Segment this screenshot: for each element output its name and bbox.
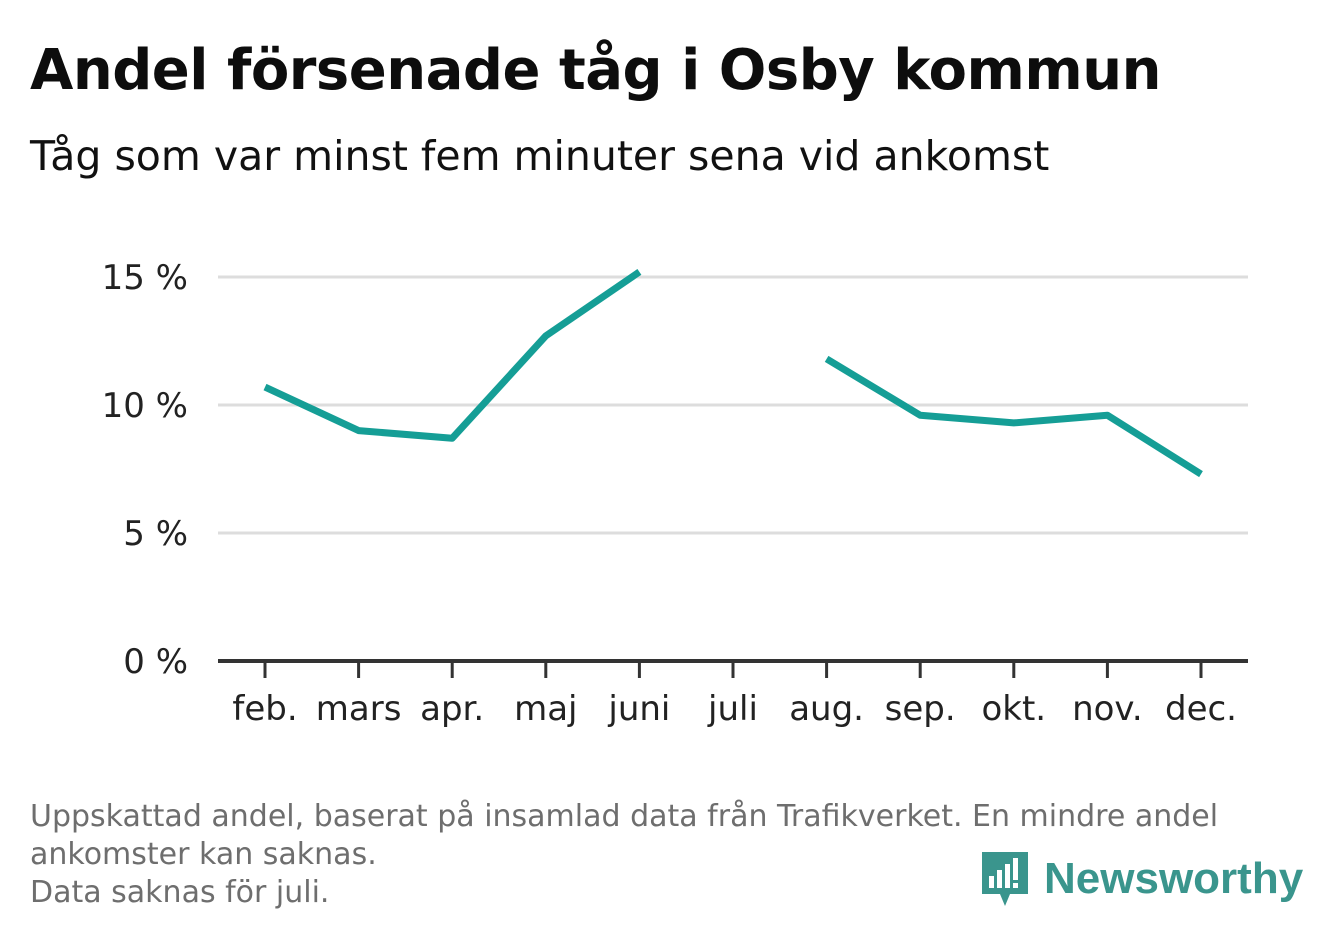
footer-note: Uppskattad andel, baserat på insamlad da… bbox=[30, 798, 1280, 912]
line-chart: 0 % 5 % 10 % 15 % feb. mars apr. maj juni juli au… bbox=[102, 258, 1248, 729]
x-axis bbox=[218, 659, 1248, 678]
x-tick-label: okt. bbox=[981, 689, 1046, 729]
x-tick-label: maj bbox=[514, 689, 577, 729]
series-line-segment bbox=[824, 355, 1203, 478]
y-tick-label: 15 % bbox=[102, 258, 188, 298]
chart-subtitle: Tåg som var minst fem minuter sena vid a… bbox=[30, 132, 1050, 180]
x-tick-label: aug. bbox=[789, 689, 864, 729]
x-axis-tick-labels: feb. mars apr. maj juni juli aug. sep. okt. nov. d… bbox=[232, 689, 1237, 729]
y-tick-label: 0 % bbox=[123, 642, 188, 682]
x-tick-label: sep. bbox=[885, 689, 956, 729]
x-tick-label: nov. bbox=[1072, 689, 1143, 729]
footer-line-3: Data saknas för juli. bbox=[30, 875, 330, 910]
x-tick-label: feb. bbox=[232, 689, 297, 729]
y-tick-label: 5 % bbox=[123, 514, 188, 554]
footer-line-2: ankomster kan saknas. bbox=[30, 837, 377, 872]
newsworthy-bar-chart-icon bbox=[982, 852, 1028, 906]
x-tick-label: apr. bbox=[420, 689, 484, 729]
x-tick-label: juni bbox=[607, 689, 670, 729]
footer-line-1: Uppskattad andel, baserat på insamlad da… bbox=[30, 799, 1219, 834]
x-tick-label: dec. bbox=[1165, 689, 1237, 729]
y-tick-label: 10 % bbox=[102, 386, 188, 426]
newsworthy-logo: Newsworthy bbox=[980, 850, 1303, 908]
y-axis-tick-labels: 0 % 5 % 10 % 15 % bbox=[102, 258, 188, 682]
x-tick-label: juli bbox=[707, 689, 758, 729]
series-line-segment bbox=[263, 268, 642, 442]
logo-text: Newsworthy bbox=[1044, 854, 1304, 903]
series-lines bbox=[263, 268, 1203, 478]
chart-title: Andel försenade tåg i Osby kommun bbox=[30, 38, 1161, 103]
gridlines bbox=[218, 275, 1248, 535]
x-tick-label: mars bbox=[316, 689, 402, 729]
